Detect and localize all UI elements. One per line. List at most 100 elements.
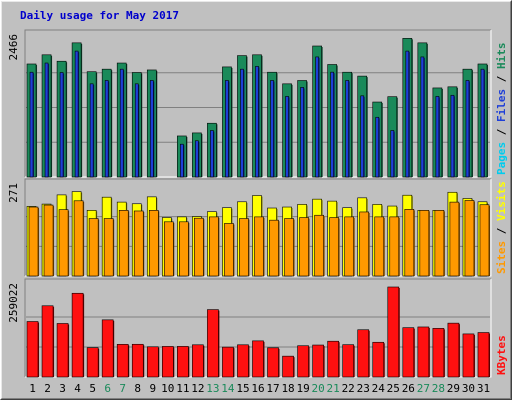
panel-bevel-dark bbox=[24, 178, 491, 276]
panel-bevel-dark bbox=[24, 278, 491, 377]
panel-legend: Sites / Visits bbox=[495, 181, 508, 274]
bar-files-day-14 bbox=[225, 80, 229, 178]
legend-entry-pages: Pages bbox=[495, 142, 508, 175]
panel-max-label: 2466 bbox=[7, 34, 20, 61]
bar-sites-day-12 bbox=[194, 217, 204, 277]
legend-separator: / bbox=[495, 221, 508, 241]
bar-sites-day-21 bbox=[329, 217, 339, 277]
legend-separator: / bbox=[495, 122, 508, 142]
x-tick-label: 10 bbox=[161, 382, 174, 395]
bar-files-day-15 bbox=[240, 68, 244, 178]
bar-sites-day-22 bbox=[344, 216, 355, 277]
legend-entry-visits: Visits bbox=[495, 181, 508, 221]
x-tick-label: 3 bbox=[59, 382, 66, 395]
x-tick-label: 27 bbox=[417, 382, 430, 395]
x-tick-label: 13 bbox=[206, 382, 219, 395]
bar-sites-day-20 bbox=[314, 214, 324, 277]
legend-entry-kbytes: KBytes bbox=[495, 335, 508, 375]
bar-kbytes-day-16 bbox=[252, 340, 264, 378]
x-tick-label: 24 bbox=[372, 382, 386, 395]
bar-sites-day-9 bbox=[148, 210, 159, 277]
bar-sites-day-18 bbox=[284, 218, 294, 277]
x-tick-label: 17 bbox=[266, 382, 279, 395]
panel-legend: Pages / Files / Hits bbox=[495, 43, 508, 176]
bar-files-day-28 bbox=[435, 96, 440, 178]
x-tick-label: 6 bbox=[104, 382, 111, 395]
bar-files-day-13 bbox=[210, 130, 214, 178]
legend-entry-sites: Sites bbox=[495, 241, 508, 274]
bar-files-day-19 bbox=[300, 87, 304, 178]
bar-kbytes-day-21 bbox=[327, 340, 339, 378]
bar-files-day-29 bbox=[450, 94, 455, 178]
bar-kbytes-day-12 bbox=[192, 344, 204, 378]
bar-files-day-18 bbox=[285, 96, 289, 178]
bar-kbytes-day-29 bbox=[447, 322, 460, 378]
bar-kbytes-day-6 bbox=[101, 319, 114, 378]
bar-files-day-24 bbox=[375, 116, 380, 178]
bar-sites-day-2 bbox=[43, 204, 54, 277]
bar-kbytes-day-20 bbox=[312, 344, 324, 378]
bar-kbytes-day-14 bbox=[222, 346, 234, 378]
bar-sites-day-17 bbox=[269, 219, 279, 277]
bar-kbytes-day-15 bbox=[237, 344, 249, 378]
bar-sites-day-8 bbox=[133, 210, 144, 277]
bar-files-day-11 bbox=[180, 143, 184, 178]
bar-kbytes-day-24 bbox=[372, 341, 385, 378]
bar-sites-day-11 bbox=[179, 221, 189, 277]
bar-sites-day-10 bbox=[163, 221, 174, 277]
bar-files-day-16 bbox=[255, 66, 259, 178]
bar-sites-day-6 bbox=[103, 218, 114, 277]
bar-kbytes-day-26 bbox=[402, 327, 415, 378]
bar-files-day-23 bbox=[360, 95, 365, 178]
x-tick-label: 25 bbox=[387, 382, 400, 395]
bar-files-day-1 bbox=[29, 71, 34, 178]
bar-kbytes-day-11 bbox=[177, 346, 189, 378]
bar-kbytes-day-1 bbox=[26, 321, 39, 378]
bar-kbytes-day-28 bbox=[432, 328, 445, 378]
bar-kbytes-day-25 bbox=[387, 286, 400, 378]
bar-kbytes-day-3 bbox=[56, 323, 69, 378]
x-tick-label: 9 bbox=[149, 382, 156, 395]
x-tick-label: 18 bbox=[281, 382, 294, 395]
bar-kbytes-day-18 bbox=[282, 355, 294, 378]
bar-kbytes-day-13 bbox=[207, 309, 219, 378]
bar-kbytes-day-17 bbox=[267, 347, 279, 378]
x-tick-label: 30 bbox=[462, 382, 475, 395]
bar-files-day-5 bbox=[89, 83, 94, 178]
bar-sites-day-28 bbox=[434, 210, 445, 277]
bar-files-day-9 bbox=[149, 80, 154, 178]
bar-files-day-3 bbox=[59, 72, 64, 178]
x-tick-label: 19 bbox=[296, 382, 309, 395]
x-tick-label: 28 bbox=[432, 382, 445, 395]
bar-kbytes-day-4 bbox=[71, 292, 84, 378]
bar-kbytes-day-31 bbox=[477, 332, 490, 378]
x-tick-label: 5 bbox=[89, 382, 96, 395]
bar-sites-day-5 bbox=[88, 218, 99, 277]
bar-sites-day-30 bbox=[464, 200, 475, 277]
bar-sites-day-1 bbox=[28, 206, 39, 277]
bar-sites-day-24 bbox=[374, 216, 385, 277]
panel-max-label: 271 bbox=[7, 183, 20, 203]
x-tick-label: 4 bbox=[74, 382, 81, 395]
bar-files-day-17 bbox=[270, 80, 274, 178]
bar-kbytes-day-27 bbox=[417, 326, 430, 378]
bar-sites-day-31 bbox=[479, 204, 490, 277]
bar-sites-day-16 bbox=[254, 216, 264, 277]
panel-middle: 271 Sites / Visits bbox=[7, 178, 508, 277]
bar-files-day-8 bbox=[134, 83, 139, 178]
bar-sites-day-4 bbox=[73, 200, 84, 277]
bar-sites-day-14 bbox=[224, 223, 234, 277]
x-tick-label: 11 bbox=[176, 382, 189, 395]
bar-files-day-27 bbox=[420, 56, 425, 178]
legend-entry-files: Files bbox=[495, 89, 508, 122]
x-tick-label: 15 bbox=[236, 382, 249, 395]
bar-kbytes-day-10 bbox=[161, 346, 174, 378]
x-tick-label: 8 bbox=[134, 382, 141, 395]
bar-files-day-31 bbox=[480, 68, 485, 178]
panel-max-label: 259022 bbox=[7, 283, 20, 323]
x-tick-label: 12 bbox=[191, 382, 204, 395]
bar-kbytes-day-23 bbox=[357, 329, 370, 378]
